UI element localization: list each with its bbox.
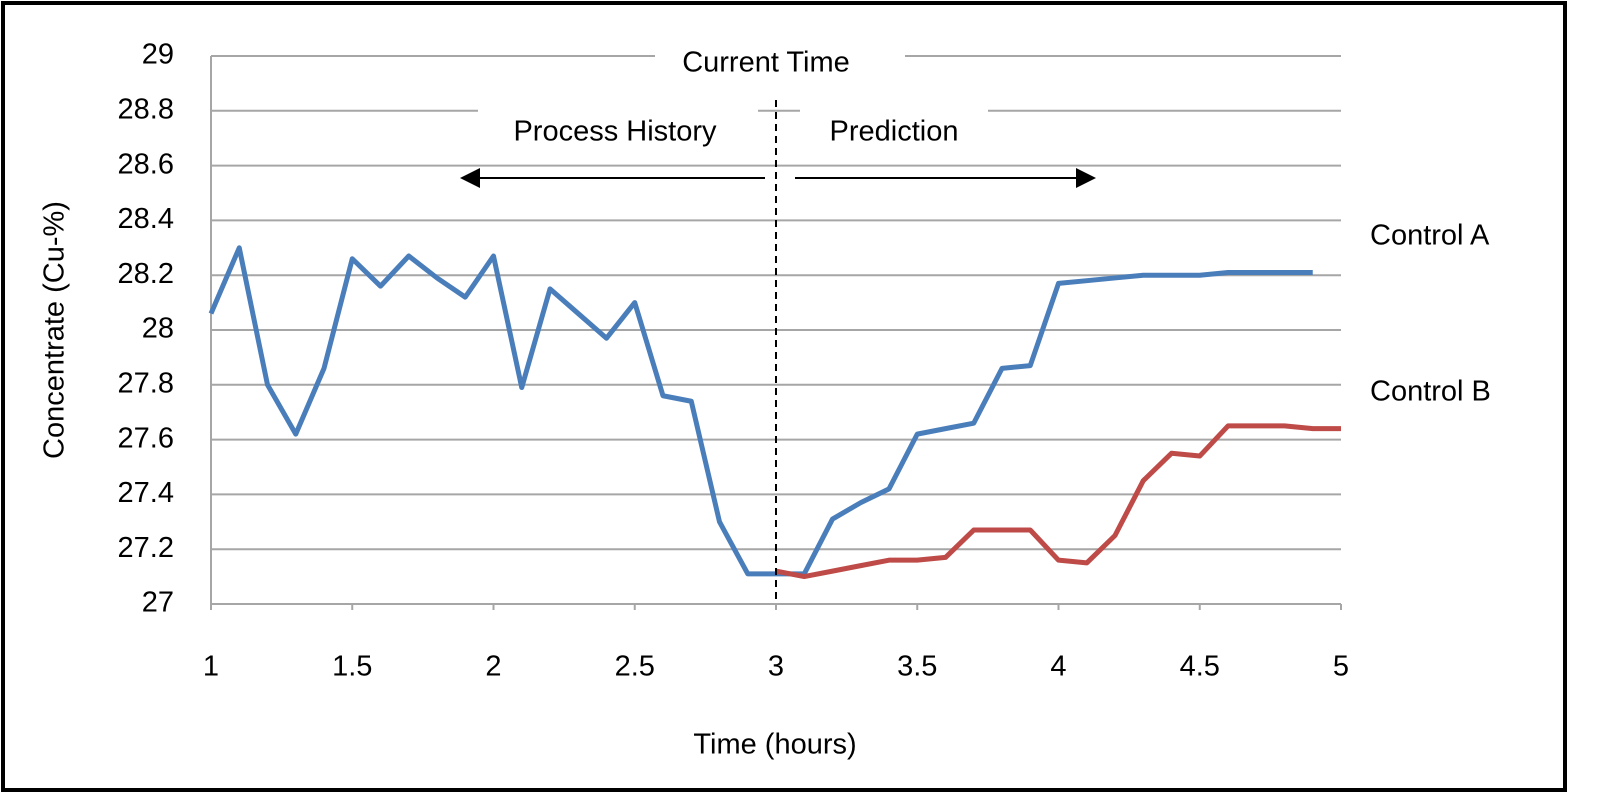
y-tick-label: 27.6 [118,422,174,454]
grid: 27 27.2 27.4 27.6 27.8 28 28.2 28.4 28.6 28.8 29 1 1… [118,39,1350,683]
arrowhead [460,168,480,188]
y-axis-title: Concentrate (Cu-%) [39,201,71,459]
y-tick-label: 28.6 [118,148,174,180]
x-tick-label: 4 [1050,651,1066,683]
x-tick-label: 3 [768,651,784,683]
x-tick-label: 1.5 [332,651,372,683]
x-tick-label: 5 [1333,651,1349,683]
arrowhead [1076,168,1096,188]
x-tick-label: 3.5 [897,651,937,683]
y-tick-label: 27.8 [118,367,174,399]
y-tick-label: 27.4 [118,477,174,509]
x-tick-label: 4.5 [1180,651,1220,683]
lines [208,245,1341,580]
data-line [208,245,1313,577]
x-tick-label: 2.5 [615,651,655,683]
frame [1,1,1567,792]
series-label: Control B [1370,376,1491,408]
y-tick-label: 28.8 [118,93,174,125]
y-tick-label: 27 [142,587,174,619]
x-tick-label: 1 [203,651,219,683]
annotation: Current Time [682,47,850,79]
y-tick-label: 28 [142,313,174,345]
data-line [775,423,1341,580]
y-tick-label: 28.4 [118,203,174,235]
label-box [800,108,988,160]
annotation: Prediction [830,116,959,148]
x-tick-label: 2 [485,651,501,683]
y-tick-label: 28.2 [118,258,174,290]
label-box [655,40,905,92]
y-tick-label: 27.2 [118,532,174,564]
annotation: Process History [513,116,717,148]
y-tick-label: 29 [142,39,174,71]
series-label: Control A [1370,220,1490,252]
x-axis-title: Time (hours) [693,729,856,761]
label-box [478,108,758,160]
